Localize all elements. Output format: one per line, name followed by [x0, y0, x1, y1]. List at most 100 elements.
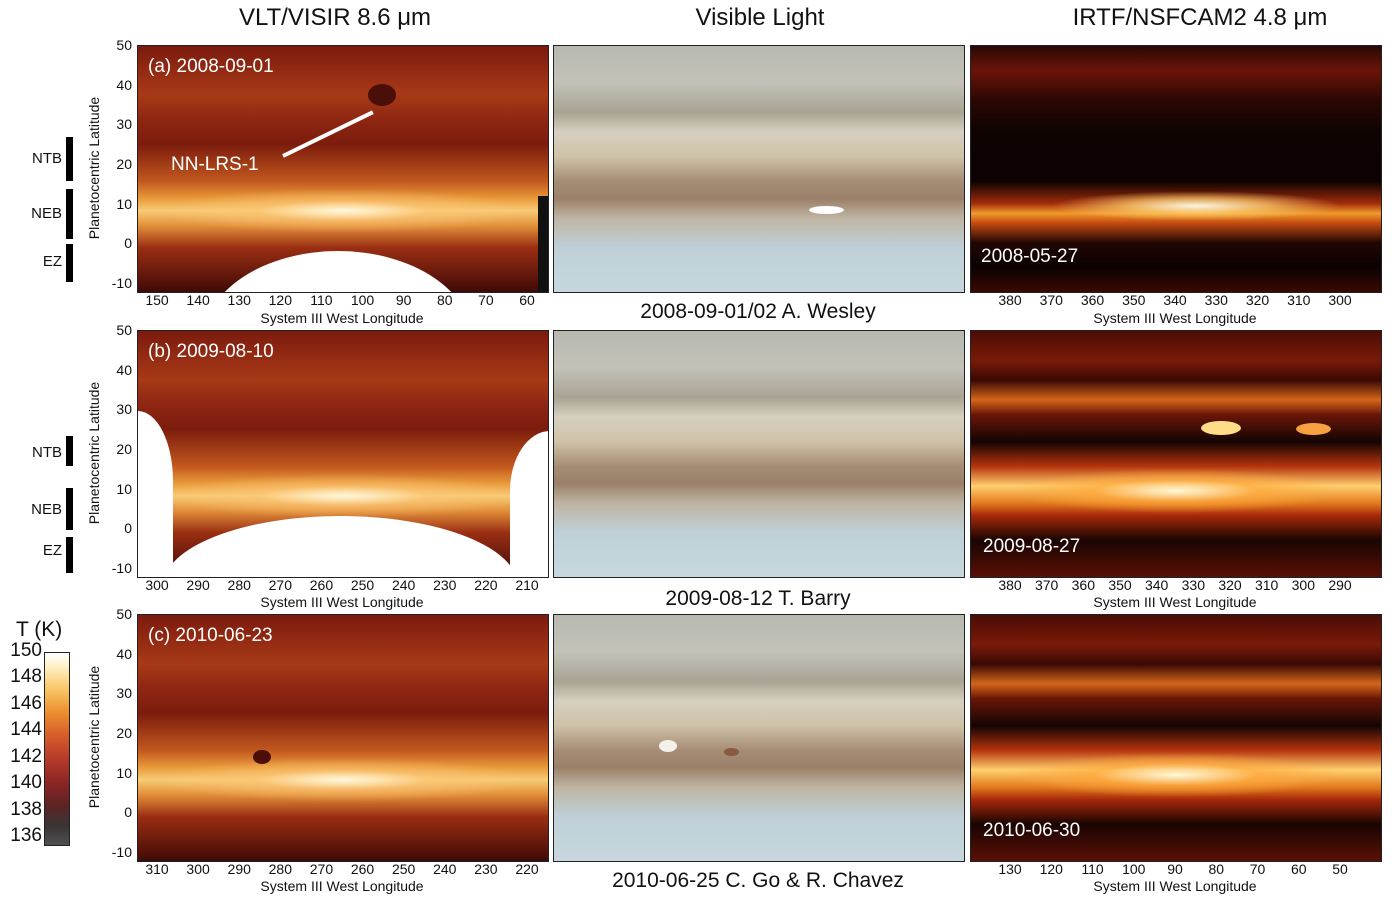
irtf-panel-c: 2010-06-30 [970, 614, 1382, 862]
lat-tick-1-3: 20 [116, 441, 132, 457]
visir-date-c: (c) 2010-06-23 [148, 625, 273, 646]
lat-tick-2-2: 30 [116, 685, 132, 702]
band-ez-b: EZ [42, 542, 62, 559]
lat-tick-0-4: 10 [116, 195, 132, 212]
nnlrs1-label: NN-LRS-1 [171, 154, 259, 175]
visir-lon-tick-2-9: 220 [515, 861, 539, 877]
lat-tick-1-4: 10 [116, 480, 132, 497]
visir-lon-tick-2-8: 230 [474, 861, 498, 877]
colorbar [44, 652, 70, 846]
visible-panel-c [553, 614, 965, 862]
lat-tick-0-3: 20 [116, 156, 132, 172]
lat-tick-2-0: 50 [116, 606, 132, 622]
irtf-lon-tick-0-0: 380 [998, 292, 1022, 308]
irtf-lon-tick-2-0: 130 [998, 861, 1022, 877]
mask-b-left [138, 411, 173, 577]
credit-a: 2008-09-01/02 A. Wesley [640, 300, 876, 323]
mask-b-right [510, 431, 548, 577]
brown-spot-c [724, 748, 739, 756]
band-ez-a: EZ [42, 253, 62, 270]
lat-tick-1-1: 40 [116, 361, 132, 378]
visible-panel-a [553, 45, 965, 293]
colorbar-label: T (K) [16, 618, 63, 641]
dark-oval-a [368, 84, 396, 106]
band-ntb-b: NTB [32, 444, 62, 461]
irtf-lon-tick-1-7: 310 [1254, 577, 1279, 593]
xlabel-visir-b: System III West Longitude [260, 594, 424, 610]
lat-tick-0-2: 30 [116, 116, 132, 133]
visir-lon-tick-0-5: 100 [350, 292, 375, 308]
visir-panel-a: (a) 2008-09-01 NN-LRS-1 [137, 45, 549, 293]
lat-tick-1-2: 30 [116, 401, 132, 418]
irtf-lon-tick-0-7: 310 [1287, 292, 1311, 308]
visir-lon-tick-1-6: 240 [391, 577, 416, 593]
visir-lon-tick-2-2: 290 [227, 861, 251, 877]
visir-lon-tick-0-1: 140 [186, 292, 210, 308]
visir-lon-tick-1-3: 270 [268, 577, 292, 593]
lat-tick-1-0: 50 [116, 322, 132, 338]
nnlrs1-pointer [282, 110, 374, 158]
visir-lon-tick-1-0: 300 [145, 577, 169, 593]
xlabel-irtf-b: System III West Longitude [1093, 594, 1257, 610]
irtf-lon-tick-2-8: 50 [1332, 861, 1348, 877]
lat-tick-0-6: -10 [111, 275, 132, 291]
title-irtf: IRTF/NSFCAM2 4.8 μm [1072, 4, 1328, 31]
storm-spot-a [809, 206, 844, 214]
hotspot-b2 [1296, 423, 1331, 435]
white-oval-c [659, 740, 677, 752]
irtf-date-b: 2009-08-27 [983, 536, 1081, 557]
visir-lon-tick-1-8: 220 [474, 577, 498, 593]
visir-lon-tick-0-8: 70 [478, 292, 494, 308]
irtf-lon-tick-2-3: 100 [1122, 861, 1146, 877]
lat-tick-2-3: 20 [116, 725, 132, 741]
credit-c: 2010-06-25 C. Go & R. Chavez [612, 869, 904, 892]
band-bar-ntb-a [66, 137, 73, 181]
irtf-lon-tick-1-8: 300 [1291, 577, 1315, 593]
visir-lon-tick-1-4: 260 [309, 577, 334, 593]
visir-lon-tick-0-3: 120 [268, 292, 292, 308]
band-neb-b: NEB [31, 501, 62, 518]
lat-tick-2-5: 0 [124, 804, 132, 821]
visir-lon-tick-2-1: 300 [186, 861, 210, 877]
irtf-date-a: 2008-05-27 [981, 246, 1079, 267]
irtf-panel-a: 2008-05-27 [970, 45, 1382, 293]
colorbar-tick-6: 138 [10, 798, 42, 820]
visir-lon-tick-0-9: 60 [519, 292, 535, 308]
irtf-lon-tick-1-2: 360 [1071, 577, 1095, 593]
irtf-lon-tick-0-1: 370 [1039, 292, 1063, 308]
irtf-lon-tick-1-5: 330 [1181, 577, 1205, 593]
visir-date-a: (a) 2008-09-01 [148, 56, 274, 77]
xlabel-visir-c: System III West Longitude [260, 878, 424, 894]
irtf-lon-tick-2-6: 70 [1249, 861, 1266, 877]
irtf-lon-tick-2-4: 90 [1167, 861, 1183, 877]
visir-lon-tick-0-7: 80 [436, 292, 453, 308]
colorbar-tick-3: 144 [10, 719, 42, 741]
visir-panel-b: (b) 2009-08-10 [137, 330, 549, 578]
band-ntb-a: NTB [32, 150, 62, 167]
band-bar-ez-b [66, 537, 73, 573]
lat-tick-1-5: 0 [124, 520, 132, 537]
visir-panel-c: (c) 2010-06-23 [137, 614, 549, 862]
irtf-lon-tick-2-7: 60 [1290, 861, 1307, 877]
irtf-lon-tick-0-8: 300 [1328, 292, 1352, 308]
band-bar-ez-a [66, 244, 73, 282]
title-visible: Visible Light [695, 4, 825, 31]
visir-lon-tick-2-0: 310 [145, 861, 169, 877]
irtf-lon-tick-0-2: 360 [1080, 292, 1105, 308]
mask-b-bottom [163, 516, 518, 577]
visir-lon-tick-1-5: 250 [350, 577, 375, 593]
colorbar-tick-1: 148 [10, 666, 42, 688]
irtf-date-c: 2010-06-30 [983, 820, 1081, 841]
lat-tick-2-4: 10 [116, 764, 132, 781]
visible-panel-b [553, 330, 965, 578]
band-bar-neb-a [66, 189, 73, 239]
title-visir: VLT/VISIR 8.6 μm [238, 4, 432, 31]
lat-tick-2-6: -10 [111, 844, 132, 860]
xlabel-visir-a: System III West Longitude [260, 310, 424, 326]
visir-lon-tick-0-0: 150 [145, 292, 169, 308]
lat-tick-2-1: 40 [116, 645, 132, 662]
irtf-lon-tick-1-3: 350 [1108, 577, 1132, 593]
lat-tick-0-5: 0 [124, 235, 132, 252]
irtf-lon-tick-2-2: 110 [1081, 861, 1104, 877]
visir-lon-tick-1-9: 210 [515, 577, 539, 593]
